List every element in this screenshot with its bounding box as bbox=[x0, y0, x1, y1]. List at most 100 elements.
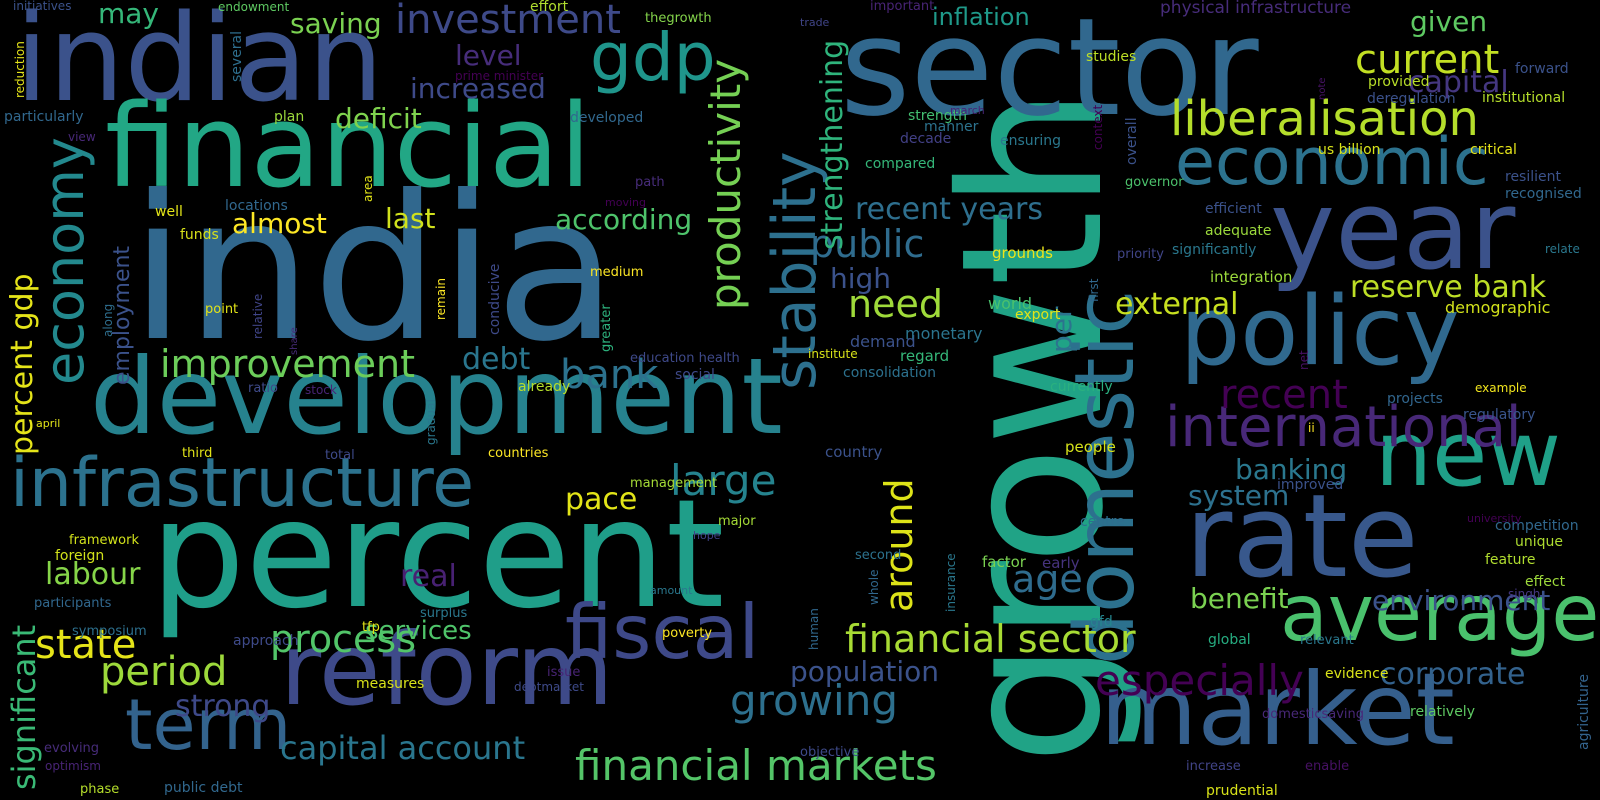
word-deregulation: deregulation bbox=[1367, 91, 1456, 107]
word-human: human bbox=[807, 608, 821, 650]
word-recognised: recognised bbox=[1505, 186, 1582, 202]
word-improved: improved bbox=[1277, 477, 1344, 493]
word-evolving: evolving bbox=[44, 741, 100, 756]
word-gradual: gradual bbox=[424, 399, 438, 445]
word-april: april bbox=[36, 417, 61, 430]
word-international: international bbox=[1165, 395, 1522, 460]
word-note: note bbox=[1317, 77, 1328, 100]
word-term: term bbox=[125, 684, 292, 766]
word-indian: indian bbox=[15, 0, 384, 129]
word-provided: provided bbox=[1368, 74, 1430, 90]
word-saving: saving bbox=[290, 7, 382, 40]
word-initiatives: initiatives bbox=[13, 0, 72, 13]
word-public: public bbox=[810, 222, 925, 266]
word-economic: economic bbox=[1175, 125, 1489, 200]
word-framework: framework bbox=[69, 533, 140, 548]
word-participants: participants bbox=[34, 596, 112, 611]
word-stock: stock bbox=[305, 383, 337, 397]
word-average: average bbox=[1280, 569, 1600, 659]
word-monetary: monetary bbox=[905, 324, 983, 343]
word-competition: competition bbox=[1495, 518, 1579, 534]
word-social: social bbox=[675, 367, 715, 383]
word-prime-minister: prime minister bbox=[455, 69, 544, 83]
word-physical-infrastructure: physical infrastructure bbox=[1160, 0, 1352, 18]
word-whole: whole bbox=[867, 569, 881, 605]
word-system: system bbox=[1188, 479, 1290, 512]
word-improvement: improvement bbox=[160, 342, 415, 386]
word-particularly: particularly bbox=[4, 109, 84, 125]
word-conducive: conducive bbox=[487, 263, 503, 335]
word-rate: rate bbox=[1185, 470, 1419, 604]
word-trade: trade bbox=[800, 16, 830, 29]
word-compared: compared bbox=[865, 156, 936, 172]
word-deficit: deficit bbox=[335, 102, 422, 135]
word-resilient: resilient bbox=[1505, 169, 1561, 185]
word-optimism: optimism bbox=[45, 759, 101, 773]
word-point: point bbox=[205, 302, 239, 317]
word-gdp: gdp bbox=[590, 19, 716, 96]
word-medium: medium bbox=[590, 265, 644, 280]
word-relative: relative bbox=[251, 293, 265, 339]
word-insurance: insurance bbox=[944, 553, 958, 612]
word-march: march bbox=[950, 104, 985, 117]
word-capital-account: capital account bbox=[280, 729, 526, 767]
word-state: state bbox=[35, 622, 137, 668]
word-greater: greater bbox=[599, 304, 614, 352]
word-overall: overall bbox=[1124, 117, 1140, 165]
word-ratio: ratio bbox=[248, 381, 278, 396]
word-year: year bbox=[1270, 166, 1516, 294]
word-benefit: benefit bbox=[1190, 582, 1289, 615]
word-ensuring: ensuring bbox=[1000, 133, 1062, 149]
word-grounds: grounds bbox=[992, 244, 1053, 262]
word-thegrowth: thegrowth bbox=[645, 11, 712, 26]
word-reform: reform bbox=[280, 611, 614, 728]
word-developed: developed bbox=[570, 110, 644, 126]
word-may: may bbox=[98, 0, 160, 30]
word-world: world bbox=[988, 294, 1033, 313]
word-infrastructure: infrastructure bbox=[10, 444, 475, 523]
word-period: period bbox=[100, 649, 228, 695]
word-capital: capital bbox=[1408, 65, 1509, 100]
word-population: population bbox=[790, 655, 939, 688]
word-several: several bbox=[229, 30, 245, 82]
word-new: new bbox=[1375, 402, 1562, 507]
word-environment: environment bbox=[1372, 584, 1551, 617]
word-bank: bank bbox=[560, 352, 659, 398]
word-relevant: relevant bbox=[1300, 633, 1354, 648]
word-hope: hope bbox=[693, 529, 721, 542]
word-foreign: foreign bbox=[55, 548, 105, 564]
word-financial-sector: financial sector bbox=[845, 617, 1136, 661]
word-effect: effect bbox=[1525, 574, 1566, 590]
word-significantly: significantly bbox=[1172, 242, 1257, 258]
word-fiscal: fiscal bbox=[565, 588, 760, 676]
word-reserve-bank: reserve bank bbox=[1350, 270, 1547, 305]
word-example: example bbox=[1475, 381, 1527, 395]
word-regard: regard bbox=[900, 347, 950, 365]
word-institute: institute bbox=[808, 347, 858, 361]
word-banking: banking bbox=[1235, 453, 1348, 486]
word-relatively: relatively bbox=[1410, 704, 1475, 720]
word-second: second bbox=[855, 548, 902, 563]
word-objective: objective bbox=[800, 745, 860, 760]
word-percent-gdp: percent gdp bbox=[5, 273, 40, 455]
word-major: major bbox=[718, 514, 756, 529]
word-regulatory: regulatory bbox=[1463, 407, 1536, 423]
word-development: development bbox=[90, 336, 783, 458]
word-critical: critical bbox=[1470, 142, 1517, 158]
word-tfp: tfp bbox=[362, 620, 380, 635]
word-measures: measures bbox=[356, 676, 425, 692]
word-approach: approach bbox=[233, 633, 299, 649]
word-age: age bbox=[1012, 557, 1083, 601]
word-current: current bbox=[1355, 37, 1500, 83]
word-gfd: gfd bbox=[1090, 614, 1113, 630]
word-countries: countries bbox=[488, 446, 549, 461]
word-financial-markets: financial markets bbox=[575, 741, 937, 790]
word-prudential: prudential bbox=[1206, 783, 1278, 799]
word-currently: currently bbox=[1050, 379, 1113, 395]
word-moving: moving bbox=[605, 196, 646, 209]
word-last: last bbox=[385, 202, 436, 235]
word-country: country bbox=[825, 443, 883, 461]
word-people: people bbox=[1065, 438, 1116, 456]
word-growing: growing bbox=[730, 676, 898, 725]
